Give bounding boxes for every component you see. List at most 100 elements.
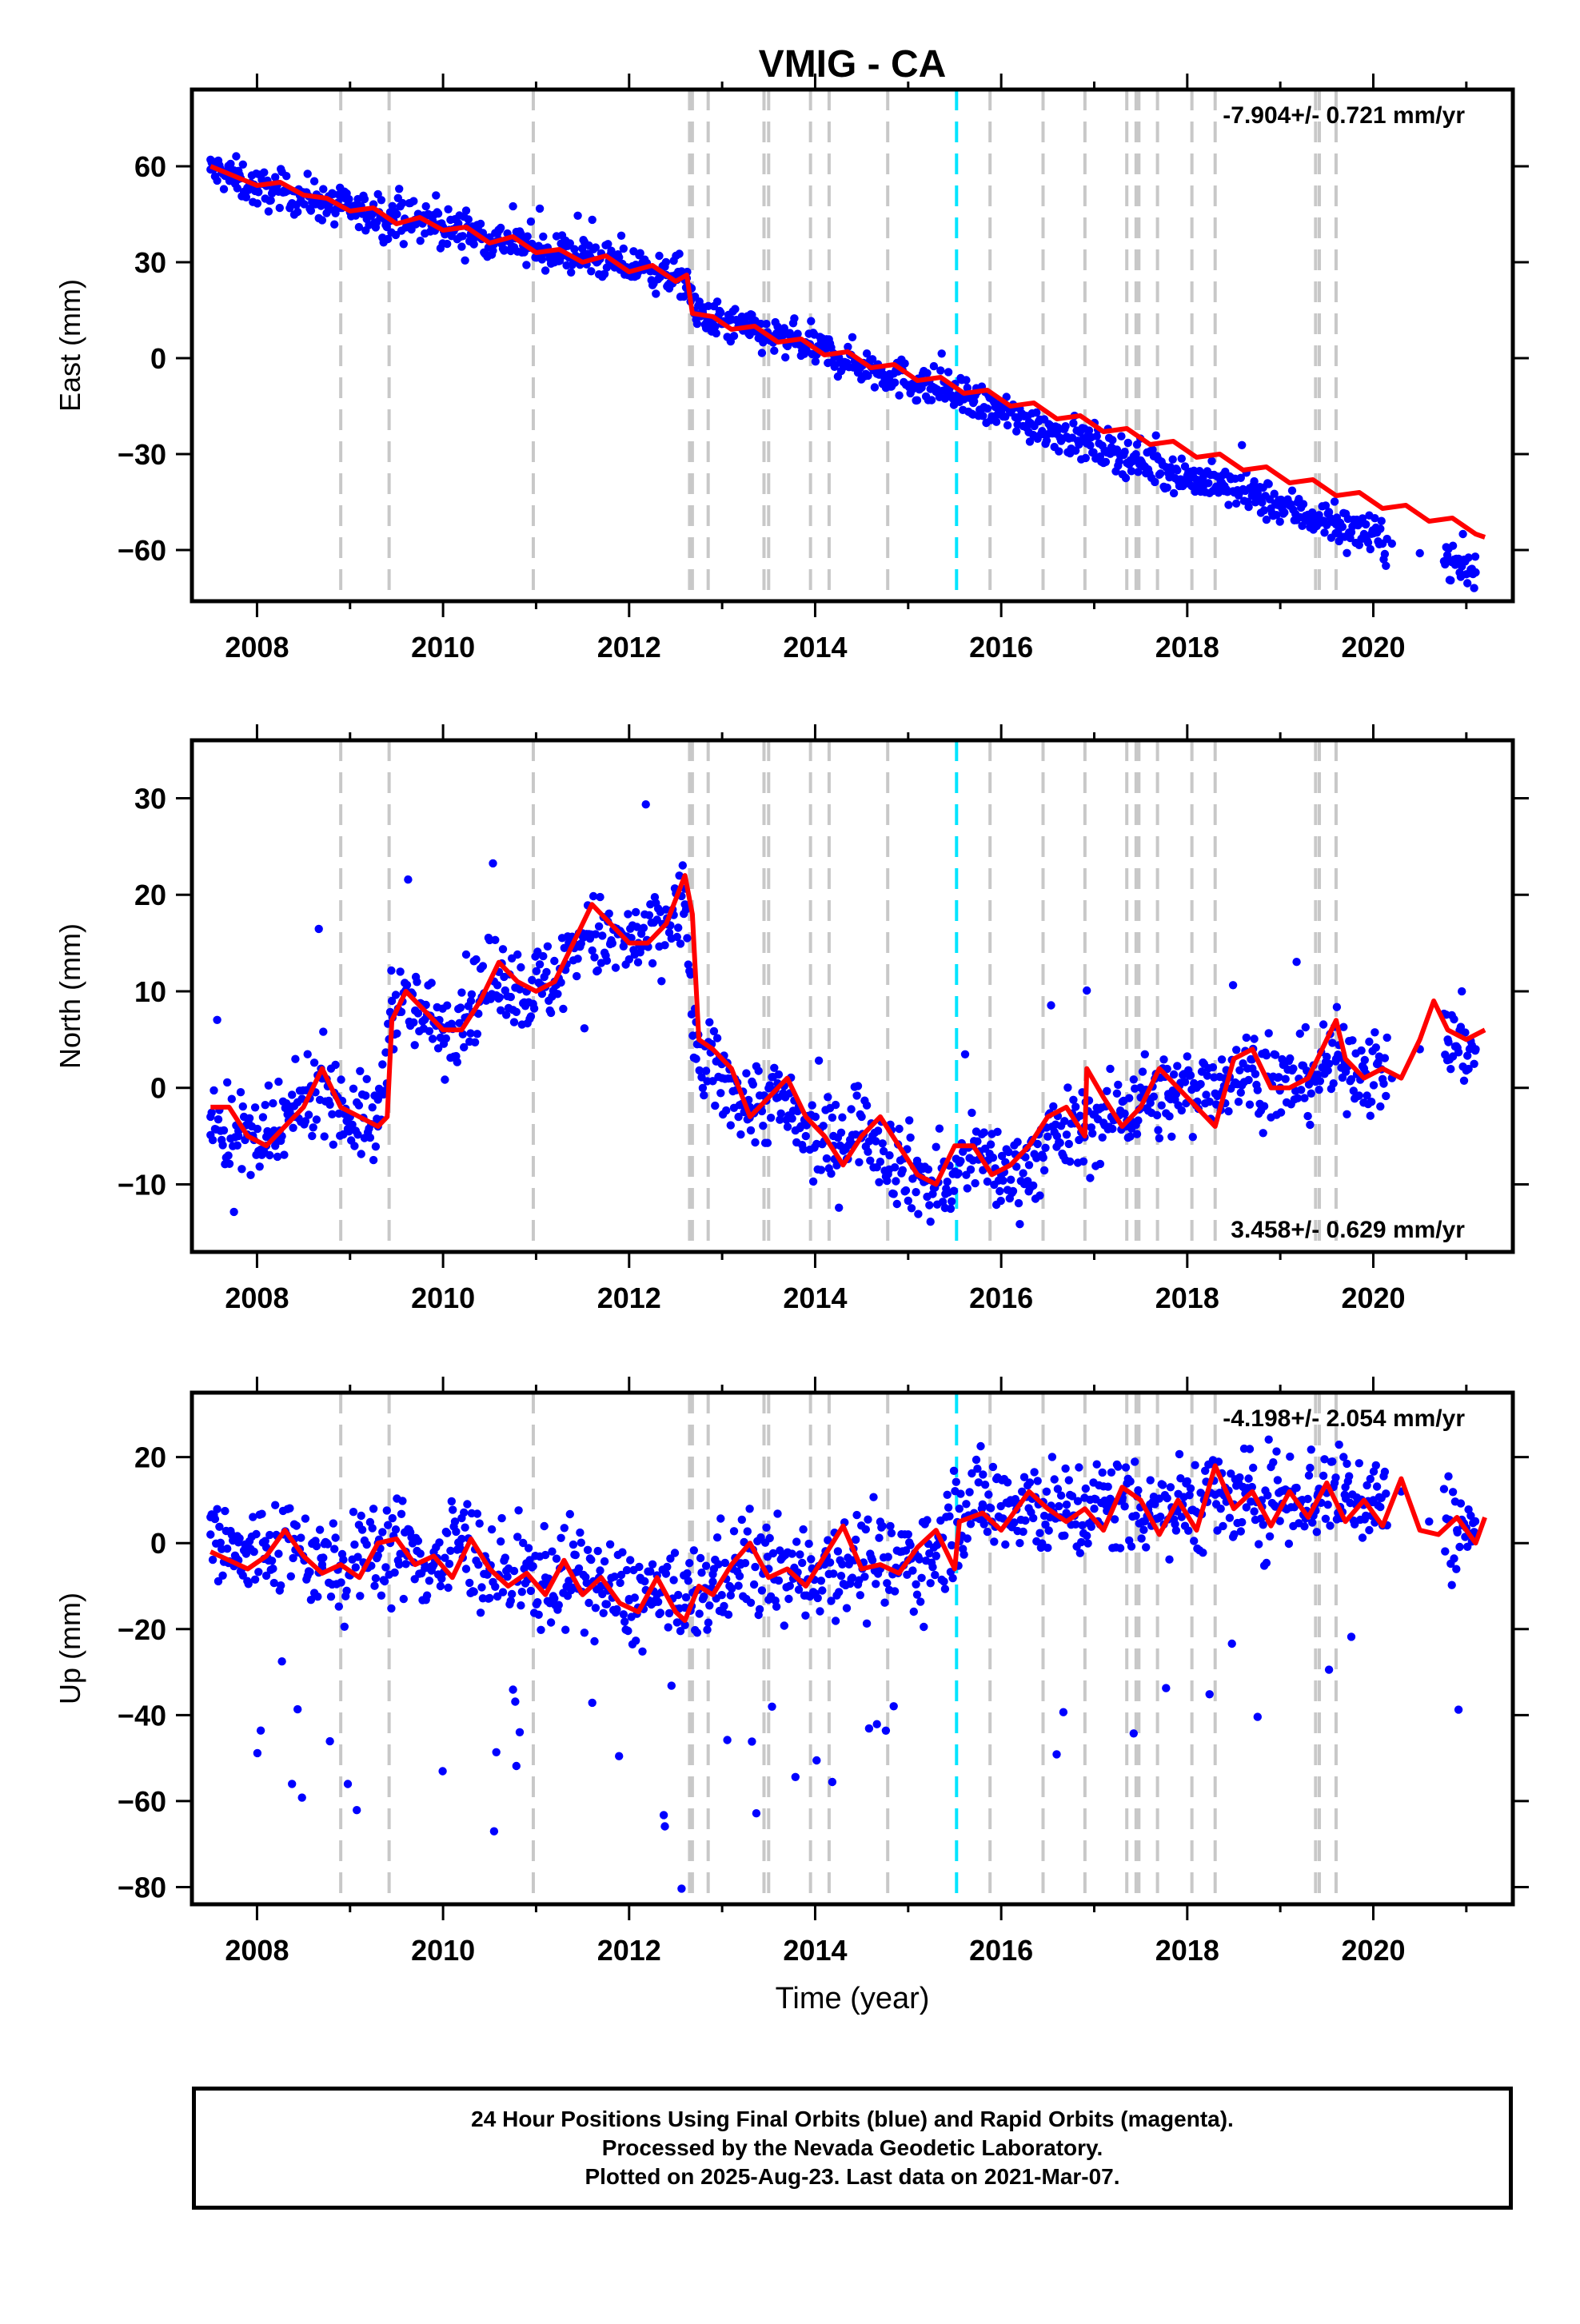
data-point	[1043, 1132, 1052, 1141]
data-point	[1180, 1078, 1190, 1086]
data-point	[1121, 473, 1131, 483]
data-point	[576, 1528, 585, 1537]
data-point	[1284, 1539, 1294, 1549]
data-point	[1134, 1116, 1143, 1125]
data-point	[904, 1196, 913, 1206]
data-point	[1312, 1528, 1322, 1537]
data-point	[923, 369, 932, 377]
y-axis-label: Up (mm)	[54, 1593, 86, 1704]
data-point	[444, 1583, 453, 1593]
data-point	[413, 1537, 423, 1545]
data-point	[1471, 1045, 1480, 1054]
data-point	[995, 1186, 1004, 1196]
data-point	[264, 1081, 273, 1090]
data-point	[622, 1565, 632, 1575]
data-point	[325, 1100, 334, 1110]
data-point	[1227, 1469, 1235, 1478]
data-point	[956, 1157, 965, 1166]
data-point	[1149, 1092, 1159, 1101]
data-point	[1293, 1094, 1303, 1102]
data-point	[1126, 1132, 1135, 1141]
y-tick-label: −60	[118, 1785, 166, 1818]
data-point	[734, 1112, 743, 1122]
data-point	[495, 993, 504, 1002]
data-point	[909, 1607, 919, 1616]
data-point	[672, 932, 681, 942]
data-point	[1300, 1522, 1309, 1531]
data-point	[883, 1579, 892, 1588]
data-point	[1155, 1134, 1164, 1143]
data-point	[960, 1550, 968, 1559]
data-point	[890, 378, 900, 387]
data-point	[716, 1089, 725, 1098]
data-point	[598, 931, 607, 940]
data-point	[616, 231, 626, 240]
data-point	[590, 1636, 599, 1646]
data-point	[1236, 473, 1246, 482]
data-point	[1010, 1518, 1019, 1527]
data-point	[304, 1110, 313, 1119]
data-point	[473, 1509, 482, 1518]
rate-annotation: -4.198+/- 2.054 mm/yr	[1223, 1405, 1465, 1432]
data-point	[831, 1100, 840, 1110]
data-point	[1173, 466, 1182, 475]
data-point	[648, 959, 657, 968]
data-point	[1049, 1102, 1058, 1111]
data-point	[983, 1177, 992, 1186]
data-point	[624, 955, 633, 964]
data-point	[425, 1026, 434, 1036]
data-point	[325, 1736, 334, 1746]
data-point	[1324, 1059, 1334, 1068]
data-point	[829, 1569, 838, 1578]
data-point	[1286, 1054, 1295, 1063]
data-point	[277, 1581, 285, 1590]
data-point	[972, 1455, 981, 1465]
data-point	[932, 1142, 940, 1151]
data-point	[811, 1112, 820, 1122]
x-tick-label: 2012	[597, 1934, 661, 1967]
data-point	[218, 1141, 227, 1150]
data-point	[724, 1610, 733, 1619]
data-point	[1069, 419, 1078, 428]
data-point	[306, 1596, 316, 1604]
data-point	[695, 1066, 704, 1075]
data-point	[1250, 1034, 1259, 1043]
data-point	[966, 1520, 976, 1529]
data-point	[1039, 1153, 1047, 1162]
data-point	[1382, 1033, 1391, 1042]
data-point	[708, 1077, 717, 1086]
data-point	[1108, 1124, 1117, 1134]
data-point	[1044, 1526, 1053, 1535]
data-point	[1228, 981, 1238, 990]
data-point	[743, 1527, 752, 1536]
data-point	[227, 1094, 236, 1103]
data-point	[1131, 450, 1140, 459]
data-point	[1459, 1076, 1469, 1086]
data-point	[1262, 1558, 1271, 1568]
y-tick-label: −80	[118, 1871, 166, 1903]
data-point	[657, 977, 666, 986]
data-point	[926, 1579, 935, 1588]
data-point	[1062, 1509, 1071, 1517]
data-point	[963, 1534, 972, 1543]
data-point	[309, 177, 319, 185]
data-point	[792, 1537, 801, 1546]
data-point	[1006, 1496, 1015, 1505]
data-point	[591, 1604, 600, 1612]
data-point	[497, 223, 505, 233]
data-point	[774, 1070, 784, 1079]
data-point	[912, 1590, 922, 1599]
data-point	[1192, 1083, 1201, 1092]
data-point	[1146, 1098, 1155, 1107]
data-point	[703, 1625, 712, 1634]
panel-plot-area	[206, 1393, 1487, 1904]
data-point	[1024, 417, 1034, 427]
data-point	[692, 1628, 702, 1637]
data-point	[954, 1169, 963, 1178]
data-point	[1320, 528, 1329, 537]
data-point	[813, 1593, 822, 1603]
data-point	[573, 971, 581, 981]
data-point	[1275, 1517, 1284, 1525]
data-point	[1272, 511, 1281, 520]
y-tick-label: −40	[118, 1699, 166, 1732]
